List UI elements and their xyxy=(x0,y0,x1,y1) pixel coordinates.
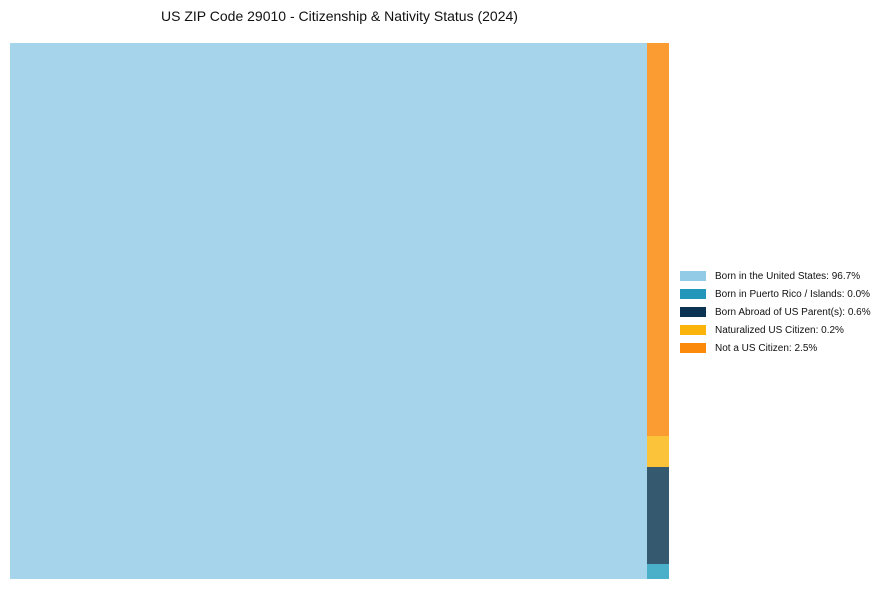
legend-swatch xyxy=(680,289,706,299)
legend-label: Born in Puerto Rico / Islands: 0.0% xyxy=(715,288,871,300)
legend-swatch xyxy=(680,307,706,317)
legend-item: Born Abroad of US Parent(s): 0.6% xyxy=(680,303,871,321)
legend-label: Naturalized US Citizen: 0.2% xyxy=(715,324,844,336)
tile-born-in-us xyxy=(10,43,647,579)
legend: Born in the United States: 96.7% Born in… xyxy=(680,267,871,357)
legend-item: Born in the United States: 96.7% xyxy=(680,267,871,285)
legend-item: Born in Puerto Rico / Islands: 0.0% xyxy=(680,285,871,303)
treemap-plot xyxy=(10,43,669,579)
legend-label: Born in the United States: 96.7% xyxy=(715,270,861,282)
tile-naturalized-citizen xyxy=(647,436,669,467)
legend-label: Born Abroad of US Parent(s): 0.6% xyxy=(715,306,871,318)
legend-swatch xyxy=(680,271,706,281)
legend-item: Naturalized US Citizen: 0.2% xyxy=(680,321,871,339)
legend-label: Not a US Citizen: 2.5% xyxy=(715,342,818,354)
tile-not-us-citizen xyxy=(647,43,669,436)
chart-title: US ZIP Code 29010 - Citizenship & Nativi… xyxy=(161,8,518,24)
tile-born-puerto-rico xyxy=(647,564,669,579)
tile-born-abroad-us-parents xyxy=(647,467,669,564)
legend-swatch xyxy=(680,325,706,335)
legend-item: Not a US Citizen: 2.5% xyxy=(680,339,871,357)
legend-swatch xyxy=(680,343,706,353)
